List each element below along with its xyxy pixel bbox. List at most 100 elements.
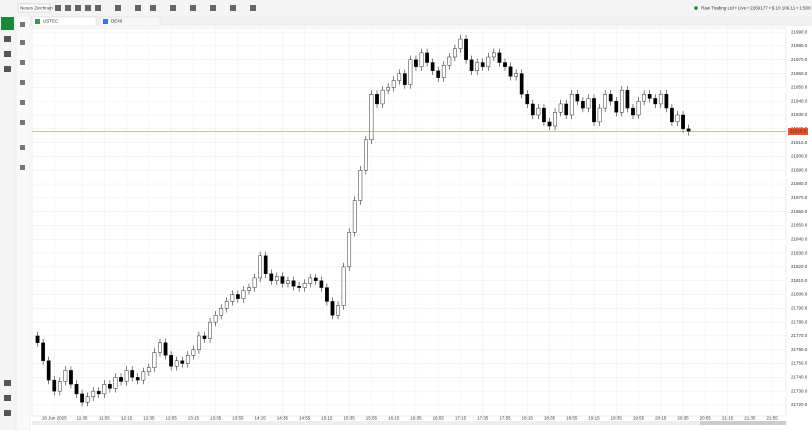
nav-icon[interactable]: [4, 395, 11, 401]
candle-body: [430, 62, 435, 72]
y-tick-label: 21760.0: [791, 347, 808, 352]
candle-body: [564, 103, 569, 116]
candle-body: [63, 370, 68, 382]
x-tick-label: 16:35: [410, 416, 422, 421]
x-tick-label: 13:55: [232, 416, 244, 421]
toolbar-icons: [55, 5, 256, 11]
x-tick-label: 13:35: [210, 416, 222, 421]
y-tick-label: 21830.0: [791, 250, 808, 255]
logo[interactable]: [1, 17, 14, 30]
candle-body: [358, 170, 363, 201]
candle-body: [386, 87, 391, 91]
candle-body: [319, 280, 324, 288]
candle-body: [236, 294, 240, 299]
draw-tool[interactable]: [20, 40, 25, 45]
x-tick-label: 17:15: [455, 416, 467, 421]
x-tick-label: 12:15: [121, 416, 133, 421]
tab[interactable]: [99, 16, 161, 27]
candle-body: [330, 301, 335, 316]
draw-tool[interactable]: [20, 60, 25, 65]
x-tick-label: 16:15: [388, 416, 400, 421]
y-tick-label: 21790.0: [791, 305, 808, 310]
y-tick-label: 21740.0: [791, 375, 808, 380]
tool-icon[interactable]: [115, 5, 121, 11]
scrollbar[interactable]: [32, 421, 786, 425]
candle-body: [197, 335, 201, 350]
nav-icon[interactable]: [4, 410, 11, 416]
y-tick-label: 21930.0: [791, 112, 808, 117]
candle-body: [614, 100, 619, 113]
candle-body: [447, 56, 452, 66]
scroll-thumb[interactable]: [700, 421, 786, 425]
candle-body: [152, 352, 157, 368]
tool-icon[interactable]: [230, 5, 236, 11]
candle-body: [547, 121, 552, 127]
tool-icon[interactable]: [85, 5, 91, 11]
tool-icon[interactable]: [135, 5, 141, 11]
candle-body: [230, 294, 235, 302]
nav-icon[interactable]: [4, 36, 11, 42]
candle-body: [313, 277, 318, 281]
x-tick-label: 11:35: [77, 416, 88, 421]
candle-body: [592, 98, 596, 123]
nav-icon[interactable]: [4, 66, 11, 72]
candle-body: [57, 381, 62, 392]
candle-body: [336, 305, 340, 316]
tab-label: DE40: [111, 19, 123, 24]
tool-icon[interactable]: [65, 5, 71, 11]
y-tick-label: 21750.0: [791, 361, 808, 366]
candle-body: [46, 360, 51, 381]
draw-tool[interactable]: [20, 22, 25, 27]
tab-icon: [103, 19, 108, 24]
tool-icon[interactable]: [75, 5, 81, 11]
candle-body: [391, 80, 396, 88]
tool-icon[interactable]: [55, 5, 61, 11]
nav-icon[interactable]: [4, 51, 11, 57]
draw-tool[interactable]: [20, 165, 25, 170]
candle-body: [530, 103, 535, 116]
y-tick-label: 21800.0: [791, 292, 808, 297]
candle-body: [347, 232, 352, 268]
candle-body: [269, 273, 274, 281]
tool-icon[interactable]: [150, 5, 156, 11]
x-tick-label: 18:15: [522, 416, 534, 421]
tool-icon[interactable]: [210, 5, 216, 11]
candle-body: [575, 94, 580, 102]
draw-tool[interactable]: [20, 100, 25, 105]
draw-tool[interactable]: [20, 120, 25, 125]
status-dot: [694, 6, 698, 10]
top-toolbar: [0, 0, 812, 16]
chart: 21720.0 21730.0 21740.0 21750.0 21760.0 21770…: [31, 27, 808, 421]
candle-body: [274, 276, 279, 281]
draw-tool[interactable]: [20, 80, 25, 85]
candle-body: [425, 52, 429, 63]
tool-icon[interactable]: [250, 5, 256, 11]
candle-body: [52, 379, 57, 392]
tool-icon[interactable]: [170, 5, 176, 11]
tab-label: USTEC: [43, 19, 59, 24]
x-tick-label: 14:15: [255, 416, 267, 421]
draw-tool[interactable]: [20, 145, 25, 150]
x-tick-label: 14:35: [277, 416, 289, 421]
tool-icon[interactable]: [95, 5, 101, 11]
tab-active[interactable]: [31, 16, 97, 27]
x-tick-label: 20:55: [700, 416, 712, 421]
candle-body: [497, 52, 502, 63]
drawing-tool-icons: [20, 22, 25, 170]
candle-body: [80, 393, 84, 403]
candle-body: [458, 38, 463, 49]
candle-body: [41, 342, 45, 361]
x-tick-label: 17:55: [499, 416, 511, 421]
candle-body: [325, 287, 329, 302]
candle-body: [252, 277, 257, 288]
y-tick-label: 21900.0: [791, 154, 808, 159]
candle-body: [241, 290, 246, 299]
search-box[interactable]: [17, 3, 51, 13]
candle-body: [653, 98, 658, 105]
tool-icon[interactable]: [190, 5, 196, 11]
candle-body: [96, 390, 101, 395]
candle-body: [436, 70, 441, 78]
candle-body: [247, 287, 251, 291]
nav-icon[interactable]: [4, 380, 11, 386]
